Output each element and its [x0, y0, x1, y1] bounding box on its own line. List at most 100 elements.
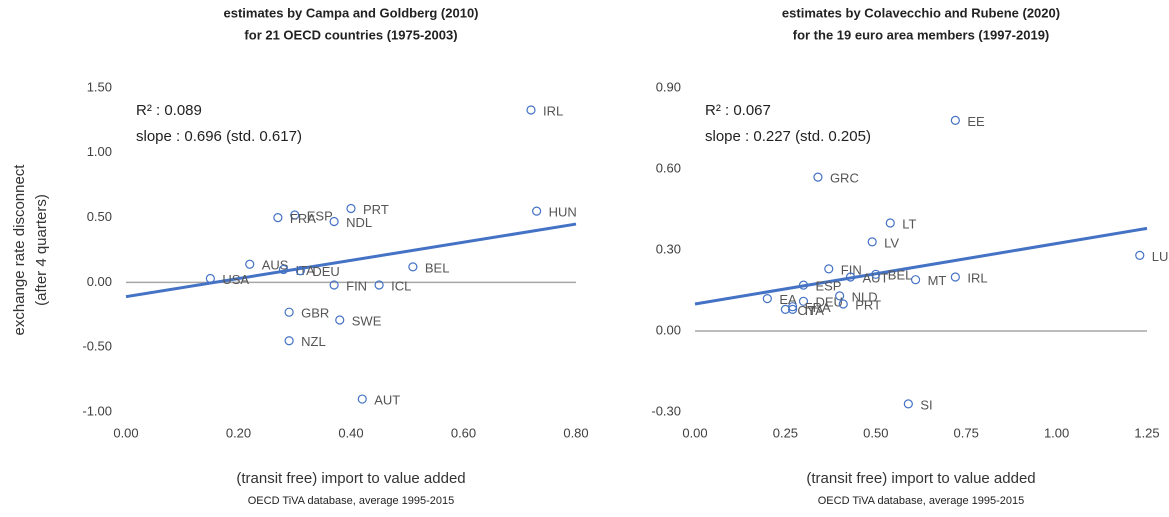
chart-title: for the 19 euro area members (1997-2019)	[793, 27, 1050, 42]
point	[357, 394, 367, 404]
y-tick-label: -0.30	[651, 403, 681, 418]
point-label: IRL	[543, 103, 563, 118]
point-label: HUN	[549, 205, 577, 220]
point-label: LUX	[1152, 249, 1169, 264]
annotation: R² : 0.089	[136, 102, 202, 119]
point-label: ITA	[805, 303, 825, 318]
point-label: MT	[928, 273, 947, 288]
point-label: EA	[779, 292, 797, 307]
x-tick-label: 1.00	[1044, 425, 1069, 440]
point-label: NZL	[301, 334, 326, 349]
point	[526, 105, 536, 115]
trendline	[125, 222, 577, 299]
point	[532, 206, 542, 216]
x-axis-label: (transit free) import to value added	[236, 470, 465, 487]
y-axis-label: (after 4 quarters)	[33, 194, 50, 306]
point	[813, 172, 823, 182]
point	[290, 210, 300, 220]
point	[295, 266, 305, 276]
x-tick-label: 0.00	[682, 425, 707, 440]
point	[205, 273, 215, 284]
point	[824, 264, 834, 274]
x-tick-label: 0.50	[863, 425, 888, 440]
x-tick-label: 0.75	[954, 425, 979, 440]
point-label: BEL	[888, 268, 913, 283]
point	[1135, 250, 1145, 260]
x-tick-label: 0.40	[338, 425, 363, 440]
point	[871, 269, 881, 279]
y-tick-label: 0.50	[87, 209, 112, 224]
point-label: SI	[920, 397, 932, 412]
point	[346, 203, 356, 214]
y-tick-label: -1.00	[82, 403, 112, 418]
point-label: PRT	[855, 297, 881, 312]
x-tick-label: 0.00	[113, 425, 138, 440]
point-label: FIN	[346, 278, 367, 293]
y-tick-label: 0.00	[87, 274, 112, 289]
point-label: FRA	[290, 211, 316, 226]
annotation: slope : 0.227 (std. 0.205)	[705, 128, 871, 145]
x-axis-label: (transit free) import to value added	[806, 470, 1035, 487]
point-label: FIN	[841, 262, 862, 277]
x-tick-label: 0.20	[226, 425, 251, 440]
point	[845, 272, 856, 282]
point	[408, 262, 418, 272]
x-tick-label: 0.80	[563, 425, 588, 440]
annotation: slope : 0.696 (std. 0.617)	[136, 128, 302, 145]
point	[798, 296, 809, 306]
point	[950, 115, 960, 126]
point-label: CY	[797, 303, 815, 318]
point	[867, 237, 877, 247]
point-label: EE	[967, 114, 985, 129]
point-label: DEU	[312, 264, 339, 279]
source: OECD TiVA database, average 1995-2015	[818, 495, 1025, 507]
point-label: SWE	[352, 313, 382, 328]
point-label: IRL	[967, 270, 987, 285]
point	[788, 304, 798, 314]
point-label: GRC	[830, 171, 859, 186]
x-tick-label: 1.25	[1134, 425, 1159, 440]
point	[835, 291, 845, 301]
point-label: DEU	[815, 295, 842, 310]
point	[374, 280, 384, 290]
point	[780, 304, 791, 314]
x-tick-label: 0.25	[773, 425, 798, 440]
y-axis-label: exchange rate disconnect	[11, 164, 28, 336]
point-label: ESP	[815, 279, 841, 294]
chart-title: for 21 OECD countries (1975-2003)	[244, 27, 457, 42]
chart-title: estimates by Colavecchio and Rubene (202…	[782, 5, 1060, 20]
point	[838, 299, 848, 309]
point	[284, 336, 294, 346]
point	[284, 307, 294, 317]
point	[329, 216, 339, 227]
point-label: GBR	[301, 306, 329, 321]
point-label: LT	[902, 216, 916, 231]
point-label: AUT	[374, 392, 400, 407]
point	[885, 218, 895, 228]
point-label: BEL	[425, 260, 450, 275]
point	[329, 280, 339, 290]
y-tick-label: -0.50	[82, 339, 112, 354]
point-label: AUS	[262, 258, 289, 273]
point-label: NLD	[852, 289, 878, 304]
point-label: NDL	[346, 215, 372, 230]
point	[903, 399, 913, 409]
y-tick-label: 1.50	[87, 79, 112, 94]
point-label: ESP	[307, 208, 333, 223]
trendline	[694, 226, 1148, 306]
chart-title: estimates by Campa and Goldberg (2010)	[223, 5, 478, 20]
point-label: FRA	[805, 300, 831, 315]
y-tick-label: 0.00	[656, 322, 681, 337]
source: OECD TiVA database, average 1995-2015	[248, 495, 455, 507]
point	[278, 264, 289, 275]
point	[762, 294, 772, 304]
y-tick-label: 0.30	[656, 241, 681, 256]
point-label: ICL	[391, 278, 411, 293]
point-label: PRT	[363, 202, 389, 217]
point	[273, 213, 283, 223]
x-tick-label: 0.60	[451, 425, 476, 440]
point	[798, 280, 809, 290]
y-tick-label: 0.90	[656, 79, 681, 94]
point	[910, 275, 921, 285]
point-label: USA	[222, 272, 249, 287]
